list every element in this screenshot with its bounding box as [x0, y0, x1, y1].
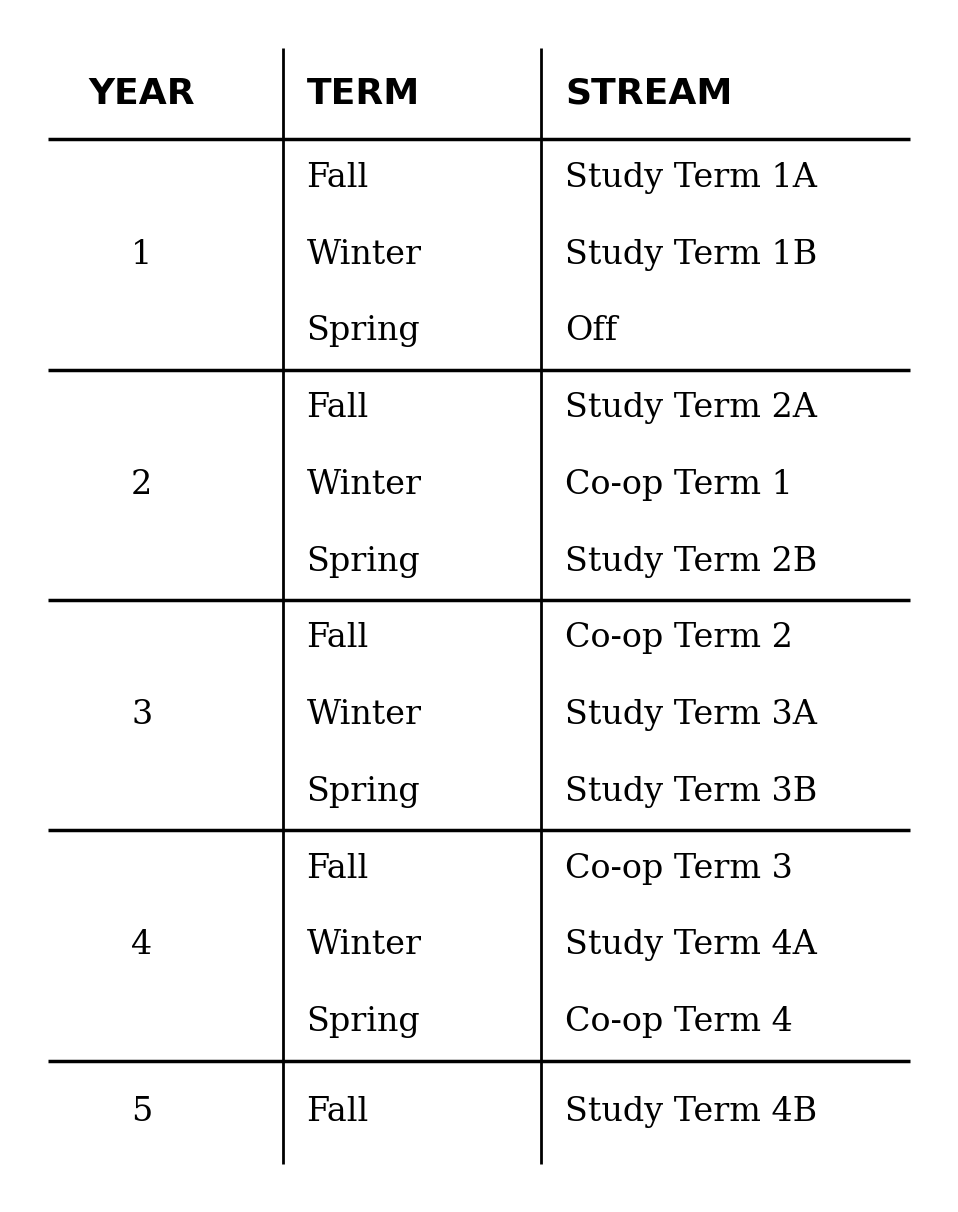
Text: Winter: Winter — [307, 699, 422, 731]
Text: Study Term 1B: Study Term 1B — [565, 239, 817, 270]
Text: Co-op Term 2: Co-op Term 2 — [565, 622, 793, 654]
Text: Study Term 3B: Study Term 3B — [565, 776, 817, 808]
Text: 3: 3 — [131, 699, 152, 731]
Text: Spring: Spring — [307, 1006, 421, 1039]
Text: TERM: TERM — [307, 76, 420, 112]
Text: 2: 2 — [131, 469, 152, 501]
Text: Off: Off — [565, 315, 617, 348]
Text: Study Term 4B: Study Term 4B — [565, 1096, 817, 1128]
Text: Spring: Spring — [307, 545, 421, 578]
Text: Fall: Fall — [307, 391, 369, 424]
Text: Spring: Spring — [307, 315, 421, 348]
Text: 1: 1 — [131, 239, 152, 270]
Text: YEAR: YEAR — [88, 76, 195, 112]
Text: Fall: Fall — [307, 622, 369, 654]
Text: Study Term 3A: Study Term 3A — [565, 699, 817, 731]
Text: Co-op Term 3: Co-op Term 3 — [565, 852, 793, 885]
Text: Study Term 2A: Study Term 2A — [565, 391, 817, 424]
Text: Fall: Fall — [307, 852, 369, 885]
Text: Fall: Fall — [307, 1096, 369, 1128]
Text: 4: 4 — [131, 930, 152, 961]
Text: Study Term 2B: Study Term 2B — [565, 545, 817, 578]
Text: Co-op Term 1: Co-op Term 1 — [565, 469, 793, 501]
Text: STREAM: STREAM — [565, 76, 733, 112]
Text: Spring: Spring — [307, 776, 421, 808]
Text: 5: 5 — [131, 1096, 152, 1128]
Text: Study Term 4A: Study Term 4A — [565, 930, 817, 961]
Text: Fall: Fall — [307, 161, 369, 194]
Text: Winter: Winter — [307, 239, 422, 270]
Text: Winter: Winter — [307, 930, 422, 961]
Text: Co-op Term 4: Co-op Term 4 — [565, 1006, 793, 1039]
Text: Study Term 1A: Study Term 1A — [565, 161, 817, 194]
Text: Winter: Winter — [307, 469, 422, 501]
